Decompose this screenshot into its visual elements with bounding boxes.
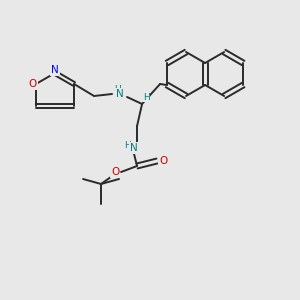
Text: N: N bbox=[51, 65, 59, 75]
Text: O: O bbox=[29, 79, 37, 89]
Text: O: O bbox=[111, 167, 119, 177]
Text: H: H bbox=[114, 85, 120, 94]
Text: N: N bbox=[116, 89, 124, 99]
Text: N: N bbox=[130, 143, 138, 153]
Text: H: H bbox=[124, 142, 130, 151]
Text: O: O bbox=[159, 156, 167, 166]
Text: H: H bbox=[143, 92, 149, 101]
